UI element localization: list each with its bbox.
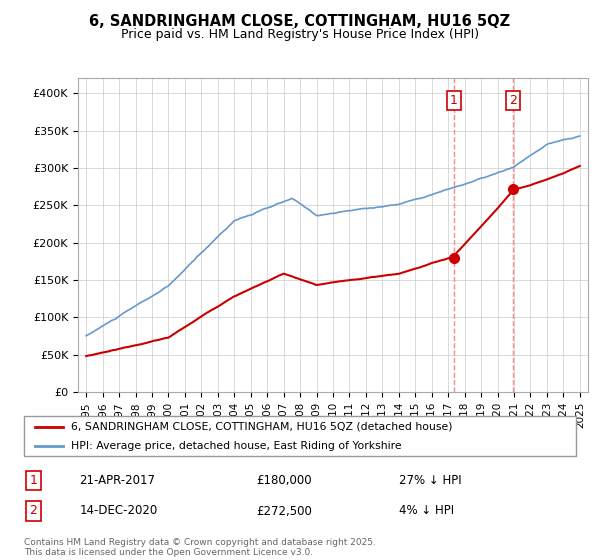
FancyBboxPatch shape (24, 416, 576, 456)
Text: 2: 2 (509, 94, 517, 108)
Text: 1: 1 (29, 474, 37, 487)
Text: 21-APR-2017: 21-APR-2017 (79, 474, 155, 487)
Text: 14-DEC-2020: 14-DEC-2020 (79, 505, 157, 517)
Text: 6, SANDRINGHAM CLOSE, COTTINGHAM, HU16 5QZ (detached house): 6, SANDRINGHAM CLOSE, COTTINGHAM, HU16 5… (71, 422, 452, 432)
Text: 2: 2 (29, 505, 37, 517)
Text: Price paid vs. HM Land Registry's House Price Index (HPI): Price paid vs. HM Land Registry's House … (121, 28, 479, 41)
Text: 27% ↓ HPI: 27% ↓ HPI (400, 474, 462, 487)
Text: 4% ↓ HPI: 4% ↓ HPI (400, 505, 454, 517)
Text: £272,500: £272,500 (256, 505, 312, 517)
Text: 6, SANDRINGHAM CLOSE, COTTINGHAM, HU16 5QZ: 6, SANDRINGHAM CLOSE, COTTINGHAM, HU16 5… (89, 14, 511, 29)
Text: £180,000: £180,000 (256, 474, 311, 487)
Text: HPI: Average price, detached house, East Riding of Yorkshire: HPI: Average price, detached house, East… (71, 441, 401, 450)
Text: Contains HM Land Registry data © Crown copyright and database right 2025.
This d: Contains HM Land Registry data © Crown c… (24, 538, 376, 557)
Text: 1: 1 (450, 94, 458, 108)
